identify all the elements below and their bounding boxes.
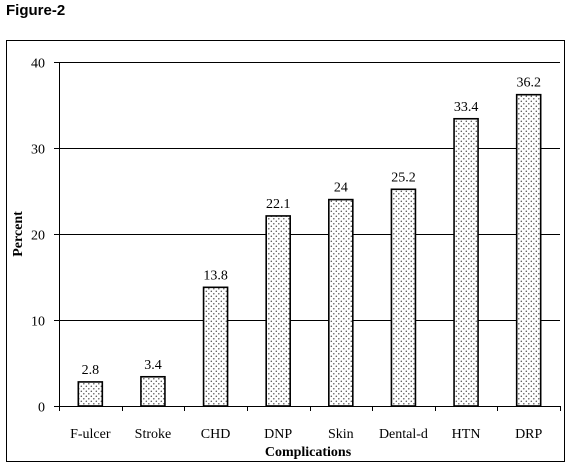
y-tick-label: 40	[31, 57, 45, 72]
chart-frame	[6, 40, 565, 462]
y-tick-label: 0	[38, 401, 45, 416]
grid-lines	[59, 62, 560, 321]
x-category-label: Stroke	[135, 427, 172, 442]
data-label: 25.2	[391, 170, 416, 185]
data-label: 24	[334, 181, 348, 196]
data-label: 33.4	[454, 100, 479, 115]
x-category-label: CHD	[201, 427, 231, 442]
figure-label: Figure-2	[6, 2, 66, 19]
bar	[265, 215, 291, 407]
x-category-label: HTN	[452, 427, 481, 442]
x-category-label: Dental-d	[379, 427, 428, 442]
bar	[515, 93, 542, 407]
bar	[202, 286, 229, 407]
labels: 0 10 20 30 40 2.8 F-ulcer 3.4 Stroke 13.8 CHD 22.1 D…	[31, 57, 543, 443]
x-category-label: Skin	[328, 427, 354, 442]
bar	[453, 117, 479, 407]
data-label: 36.2	[516, 76, 541, 91]
x-axis-title: Complications	[265, 445, 352, 460]
x-category-label: F-ulcer	[70, 427, 111, 442]
bar	[77, 381, 104, 407]
bars	[77, 93, 542, 407]
x-category-label: DRP	[515, 427, 542, 442]
bar	[390, 188, 417, 407]
x-category-label: DNP	[264, 427, 292, 442]
axes	[54, 62, 561, 411]
data-label: 2.8	[82, 363, 100, 378]
data-label: 13.8	[203, 268, 228, 283]
data-label: 3.4	[144, 358, 162, 373]
y-tick-label: 20	[31, 229, 45, 244]
bar	[140, 375, 166, 407]
y-tick-label: 10	[31, 315, 45, 330]
bar	[328, 198, 354, 407]
y-tick-label: 30	[31, 143, 45, 158]
data-label: 22.1	[266, 197, 291, 212]
y-axis-title: Percent	[11, 211, 26, 257]
